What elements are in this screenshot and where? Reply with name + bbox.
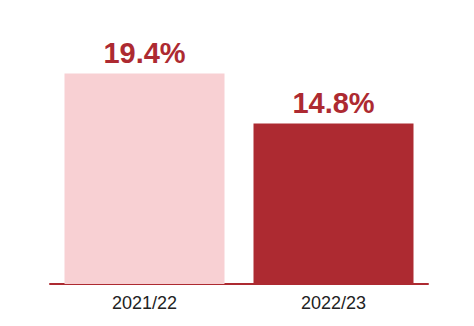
svg-text:14.8%: 14.8% <box>292 87 374 119</box>
svg-text:2021/22: 2021/22 <box>112 293 177 313</box>
svg-text:2022/23: 2022/23 <box>301 293 366 313</box>
svg-text:19.4%: 19.4% <box>103 37 185 69</box>
